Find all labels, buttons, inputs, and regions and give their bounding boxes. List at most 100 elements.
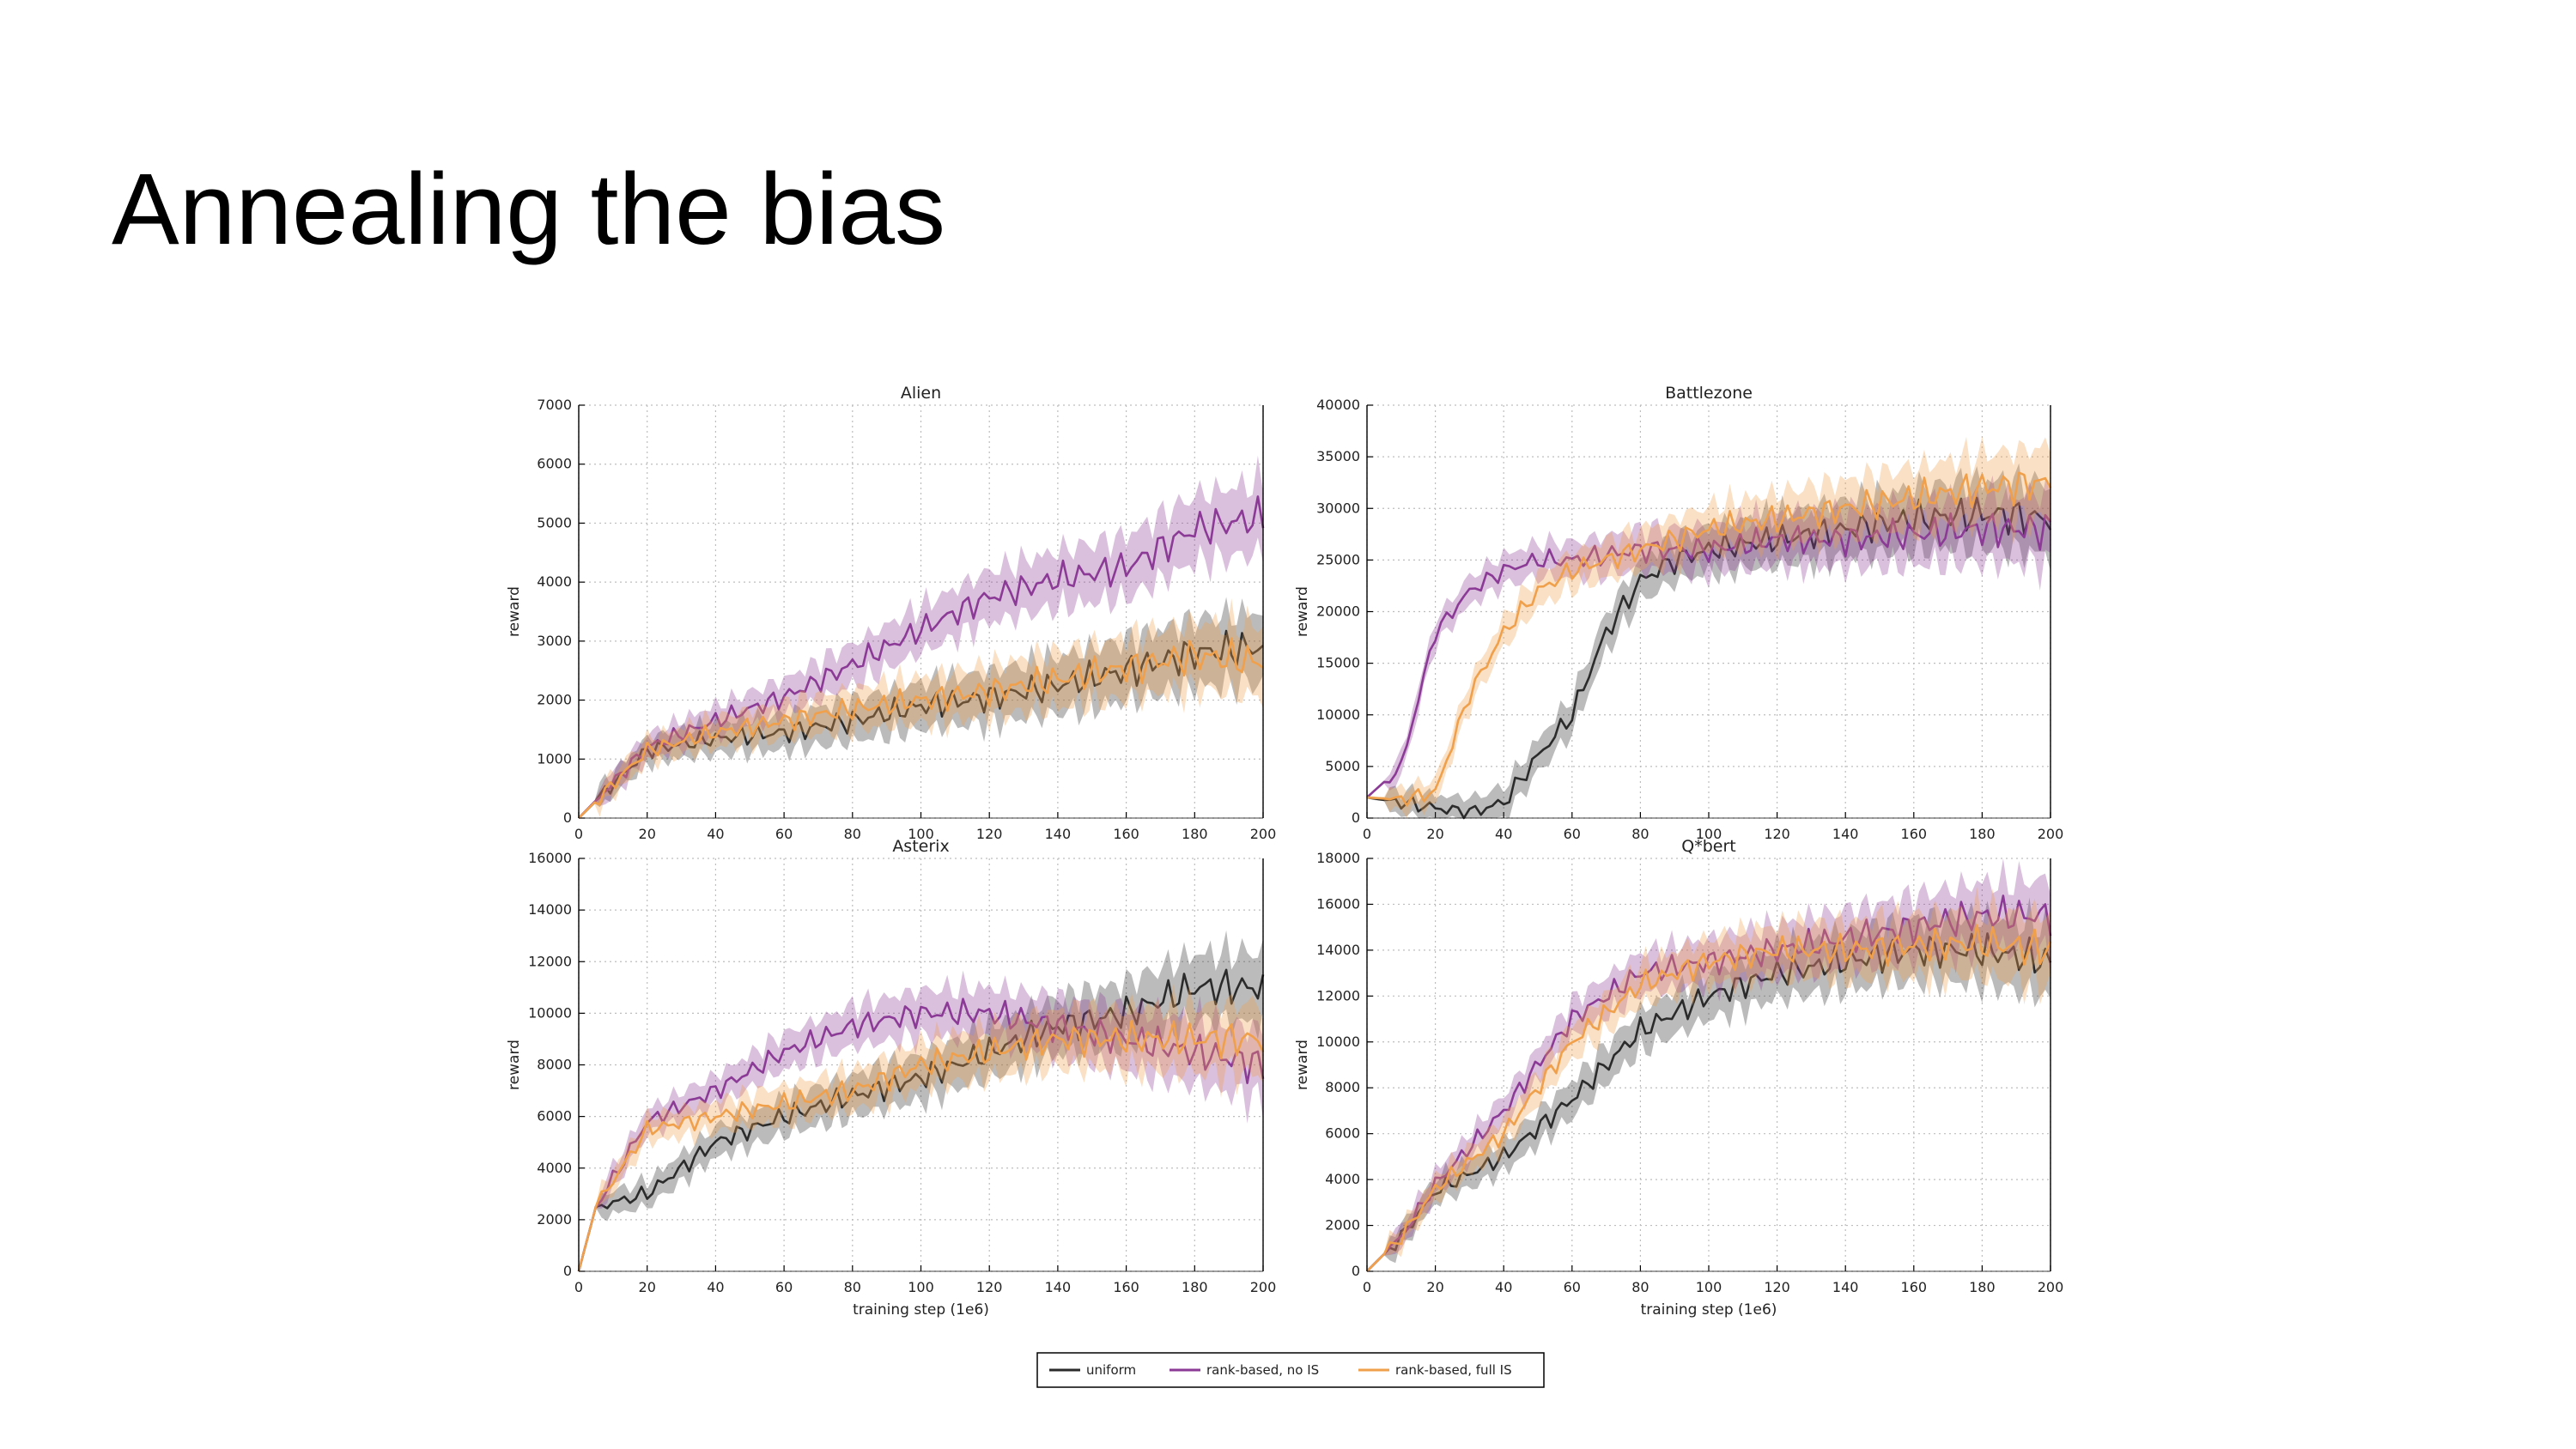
y-tick-label: 20000 bbox=[1316, 603, 1360, 620]
chart-asterix: 0 20 40 60 80 100 120 140 160 180 2000200040006000… bbox=[506, 837, 1276, 1319]
x-tick-label: 60 bbox=[775, 826, 793, 842]
x-tick-label: 80 bbox=[1631, 826, 1649, 842]
y-tick-label: 4000 bbox=[537, 573, 572, 590]
x-tick-label: 140 bbox=[1045, 826, 1072, 842]
x-tick-label: 0 bbox=[574, 826, 583, 842]
y-tick-label: 10000 bbox=[1316, 706, 1360, 723]
legend-box bbox=[1036, 1352, 1545, 1388]
y-tick-label: 10000 bbox=[528, 1004, 572, 1021]
x-tick-label: 20 bbox=[639, 1279, 656, 1295]
y-tick-label: 40000 bbox=[1316, 397, 1360, 413]
x-axis-title: training step (1e6) bbox=[1641, 1301, 1777, 1319]
y-axis-title: reward bbox=[1294, 586, 1311, 637]
x-tick-label: 80 bbox=[844, 826, 861, 842]
y-tick-label: 25000 bbox=[1316, 551, 1360, 567]
series-line-rank-based-no-is bbox=[578, 495, 1265, 819]
chart-q-bert: 0 20 40 60 80 100 120 140 160 180 2000200040006000… bbox=[1294, 837, 2063, 1319]
panel-title-alien: Alien bbox=[901, 384, 941, 403]
x-tick-label: 40 bbox=[1495, 1279, 1512, 1295]
y-axis-title: reward bbox=[506, 586, 523, 637]
x-tick-label: 100 bbox=[1696, 826, 1722, 842]
band-rank-based-full-is bbox=[579, 598, 1263, 818]
x-tick-label: 0 bbox=[1363, 1279, 1371, 1295]
x-tick-label: 20 bbox=[639, 826, 656, 842]
x-tick-label: 40 bbox=[707, 1279, 724, 1295]
legend: uniform rank-based, no IS rank-based, full… bbox=[1036, 1352, 1545, 1388]
y-tick-label: 18000 bbox=[1316, 850, 1360, 866]
y-tick-label: 8000 bbox=[537, 1057, 572, 1073]
band-uniform bbox=[1367, 463, 2050, 818]
y-tick-label: 3000 bbox=[537, 633, 572, 649]
y-tick-label: 2000 bbox=[537, 1211, 572, 1228]
y-tick-label: 2000 bbox=[537, 692, 572, 708]
x-tick-label: 80 bbox=[1631, 1279, 1649, 1295]
band-rank-based-full-is bbox=[1367, 887, 2050, 1271]
x-tick-label: 180 bbox=[1182, 826, 1208, 842]
y-tick-label: 0 bbox=[1352, 1263, 1360, 1279]
x-tick-label: 140 bbox=[1832, 826, 1859, 842]
band-rank-based-no-is bbox=[579, 970, 1263, 1271]
chart-battlezone: 0 20 40 60 80 100 120 140 160 180 200 0 5000 10000 150… bbox=[1294, 384, 2063, 842]
band-uniform bbox=[579, 597, 1263, 818]
x-axis-title: training step (1e6) bbox=[853, 1301, 989, 1319]
series-line-rank-based-no-is bbox=[1366, 512, 2052, 798]
y-tick-label: 0 bbox=[563, 809, 572, 826]
y-tick-label: 0 bbox=[563, 1263, 572, 1279]
y-tick-label: 0 bbox=[1352, 809, 1360, 826]
panel-title-asterix: Asterix bbox=[892, 837, 949, 856]
y-tick-label: 12000 bbox=[1316, 987, 1360, 1003]
series-line-rank-based-full-is bbox=[1366, 471, 2052, 807]
series-line-rank-based-no-is bbox=[577, 997, 1265, 1272]
y-tick-label: 6000 bbox=[537, 1108, 572, 1125]
x-tick-label: 140 bbox=[1832, 1279, 1859, 1295]
legend-label-rank-based-no-is: rank-based, no IS bbox=[1206, 1362, 1319, 1378]
y-axis-title: reward bbox=[1294, 1040, 1311, 1090]
x-tick-label: 100 bbox=[1696, 1279, 1722, 1295]
series-line-uniform bbox=[577, 968, 1265, 1272]
y-tick-label: 15000 bbox=[1316, 655, 1360, 671]
y-tick-label: 8000 bbox=[1325, 1079, 1360, 1095]
x-tick-label: 200 bbox=[1250, 1279, 1277, 1295]
band-rank-based-full-is bbox=[579, 984, 1263, 1271]
series-line-rank-based-full-is bbox=[577, 1020, 1265, 1272]
band-rank-based-full-is bbox=[1367, 436, 2050, 818]
x-tick-label: 60 bbox=[1564, 826, 1581, 842]
x-tick-label: 40 bbox=[1495, 826, 1512, 842]
y-tick-label: 30000 bbox=[1316, 500, 1360, 516]
x-tick-label: 120 bbox=[976, 1279, 1003, 1295]
x-tick-label: 40 bbox=[707, 826, 724, 842]
y-tick-label: 7000 bbox=[537, 397, 572, 413]
series-line-rank-based-no-is bbox=[1366, 894, 2052, 1272]
y-tick-label: 2000 bbox=[1325, 1217, 1360, 1234]
x-tick-label: 160 bbox=[1901, 826, 1928, 842]
y-tick-label: 14000 bbox=[1316, 942, 1360, 958]
x-tick-label: 20 bbox=[1426, 1279, 1443, 1295]
y-tick-label: 12000 bbox=[528, 953, 572, 969]
x-tick-label: 160 bbox=[1113, 826, 1139, 842]
x-tick-label: 60 bbox=[775, 1279, 793, 1295]
y-tick-label: 35000 bbox=[1316, 448, 1360, 464]
x-tick-label: 120 bbox=[1764, 1279, 1790, 1295]
y-tick-label: 16000 bbox=[528, 850, 572, 866]
x-tick-label: 120 bbox=[976, 826, 1003, 842]
panel-title-battlezone: Battlezone bbox=[1665, 384, 1753, 403]
x-tick-label: 160 bbox=[1113, 1279, 1139, 1295]
slide-title: Annealing the bias bbox=[112, 153, 945, 266]
y-tick-label: 16000 bbox=[1316, 895, 1360, 912]
y-tick-label: 4000 bbox=[537, 1160, 572, 1176]
x-tick-label: 20 bbox=[1426, 826, 1443, 842]
x-tick-label: 80 bbox=[844, 1279, 861, 1295]
x-tick-label: 100 bbox=[908, 826, 934, 842]
x-tick-label: 160 bbox=[1901, 1279, 1928, 1295]
x-tick-label: 100 bbox=[908, 1279, 934, 1295]
x-tick-label: 180 bbox=[1182, 1279, 1208, 1295]
y-tick-label: 10000 bbox=[1316, 1034, 1360, 1050]
x-tick-label: 0 bbox=[574, 1279, 583, 1295]
band-uniform bbox=[1367, 897, 2050, 1271]
x-tick-label: 180 bbox=[1969, 1279, 1996, 1295]
y-tick-label: 5000 bbox=[1325, 758, 1360, 774]
y-tick-label: 14000 bbox=[528, 901, 572, 918]
y-tick-label: 1000 bbox=[537, 750, 572, 767]
legend-label-uniform: uniform bbox=[1086, 1362, 1136, 1378]
